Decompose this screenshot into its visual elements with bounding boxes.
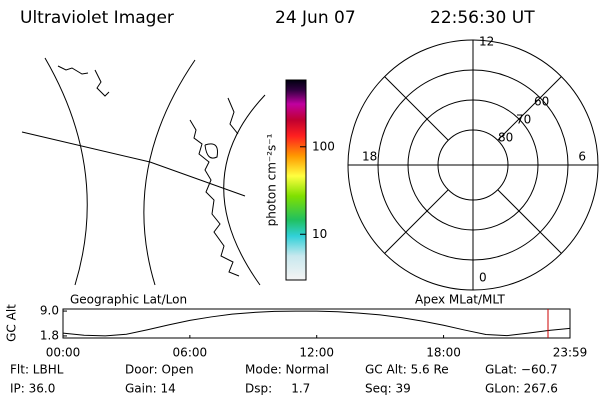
y-axis-label: GC Alt	[5, 304, 19, 342]
alt-line	[62, 310, 571, 337]
plot-frame	[62, 308, 571, 339]
polar-spoke	[497, 189, 562, 254]
colorbar-label: photon cm⁻²s⁻¹	[265, 133, 279, 226]
y-tick-label: 1.8	[40, 328, 59, 342]
ring-label: 80	[498, 131, 513, 145]
info-field: Door: Open	[125, 363, 194, 377]
polar-spoke	[384, 76, 449, 141]
x-tick-label: 06:00	[173, 346, 208, 360]
colorbar	[285, 79, 307, 281]
y-tick-label: 9.0	[40, 304, 59, 318]
ring-label: 70	[516, 113, 531, 127]
mlt-label: 18	[362, 150, 377, 164]
x-tick-label: 18:00	[426, 346, 461, 360]
title: Ultraviolet Imager	[20, 8, 174, 28]
info-field: IP: 36.0	[10, 382, 55, 396]
info-field: Dsp: 1.7	[245, 382, 310, 396]
x-tick-label: 00:00	[46, 346, 81, 360]
date: 24 Jun 07	[275, 8, 356, 28]
panel-label: Apex MLat/MLT	[415, 293, 505, 307]
mlt-label: 6	[578, 150, 586, 164]
info-field: Mode: Normal	[245, 363, 329, 377]
panel-label: Geographic Lat/Lon	[70, 293, 187, 307]
info-field: GLon: 267.6	[485, 382, 558, 396]
polar-spoke	[384, 189, 449, 254]
info-field: Flt: LBHL	[10, 363, 64, 377]
polar-spoke	[497, 76, 562, 141]
info-field: Gain: 14	[125, 382, 176, 396]
colorbar-tick-label: 100	[312, 139, 335, 153]
ring-label: 60	[534, 95, 549, 109]
mlt-label: 12	[479, 35, 494, 49]
x-tick-label: 23:59	[553, 346, 588, 360]
info-field: GLat: −60.7	[485, 363, 558, 377]
map	[21, 57, 266, 286]
colorbar-tick-label: 10	[312, 227, 327, 241]
time: 22:56:30 UT	[430, 8, 535, 28]
info-field: GC Alt: 5.6 Re	[365, 363, 449, 377]
x-tick-label: 12:00	[299, 346, 334, 360]
info-field: Seq: 39	[365, 382, 411, 396]
mlt-label: 0	[479, 271, 487, 285]
